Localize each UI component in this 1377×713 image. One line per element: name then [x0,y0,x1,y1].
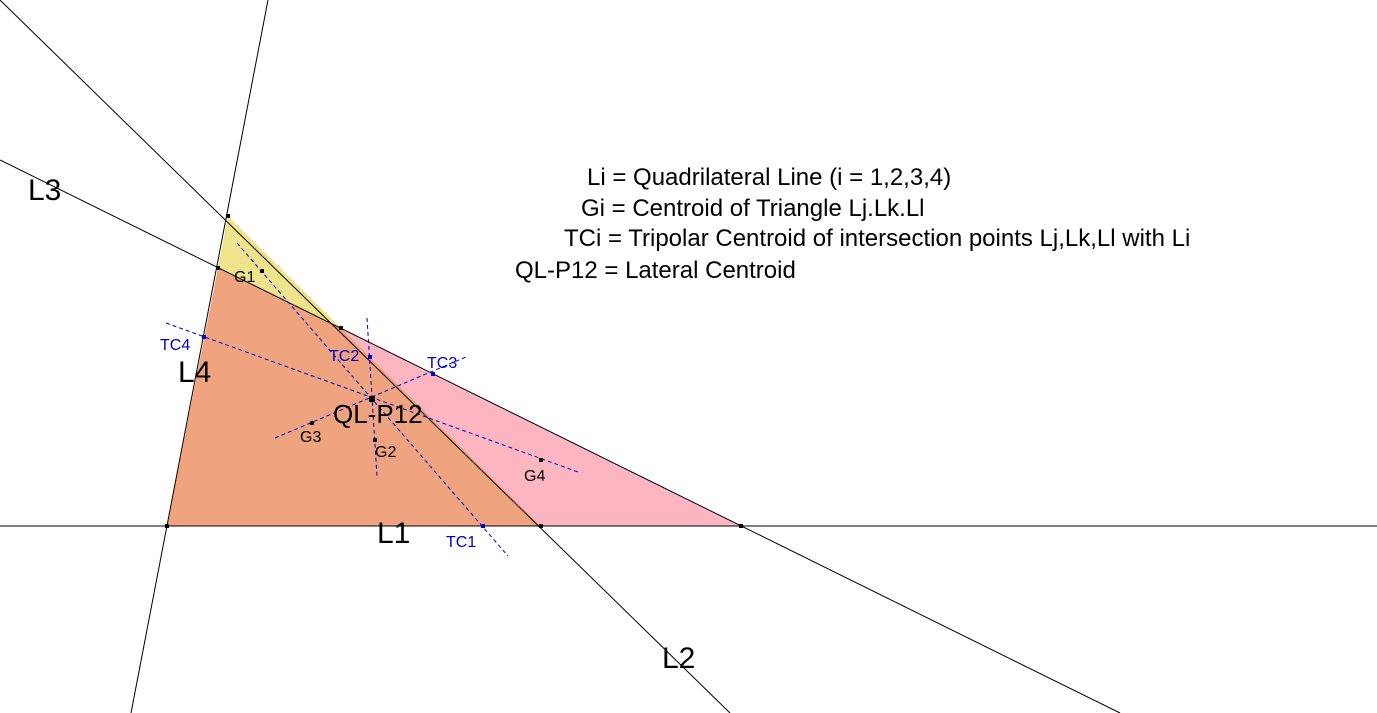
quadrilateral-region [167,268,541,526]
centroid-label: G3 [300,429,321,446]
legend-line: Gi = Centroid of Triangle Lj.Lk.Ll [581,195,925,222]
tripolar-label: TC2 [329,348,359,365]
centroid-label: G1 [234,269,255,286]
line-l4 [130,0,269,713]
dashed-g1-tc1 [236,242,509,557]
tripolar-label: TC3 [427,355,457,372]
line-label: L2 [662,642,695,675]
line-l2 [0,0,731,713]
line-l3 [0,159,1121,713]
vertices [165,214,743,528]
line-label: L1 [377,517,410,550]
lateral-centroid-label: QL-P12 [333,399,423,429]
line-label: L3 [28,174,61,207]
legend-line: Li = Quadrilateral Line (i = 1,2,3,4) [587,164,951,191]
tripolar-label: TC4 [160,337,190,354]
tripolar-label: TC1 [446,534,476,551]
triangle-yellow [218,216,341,328]
legend-line: QL-P12 = Lateral Centroid [515,257,796,284]
line-label: L4 [178,356,211,389]
centroid-label: G4 [524,468,545,485]
tripolar-points [202,335,485,528]
legend-line: TCi = Tripolar Centroid of intersection … [564,225,1190,252]
centroid-label: G2 [375,444,396,461]
